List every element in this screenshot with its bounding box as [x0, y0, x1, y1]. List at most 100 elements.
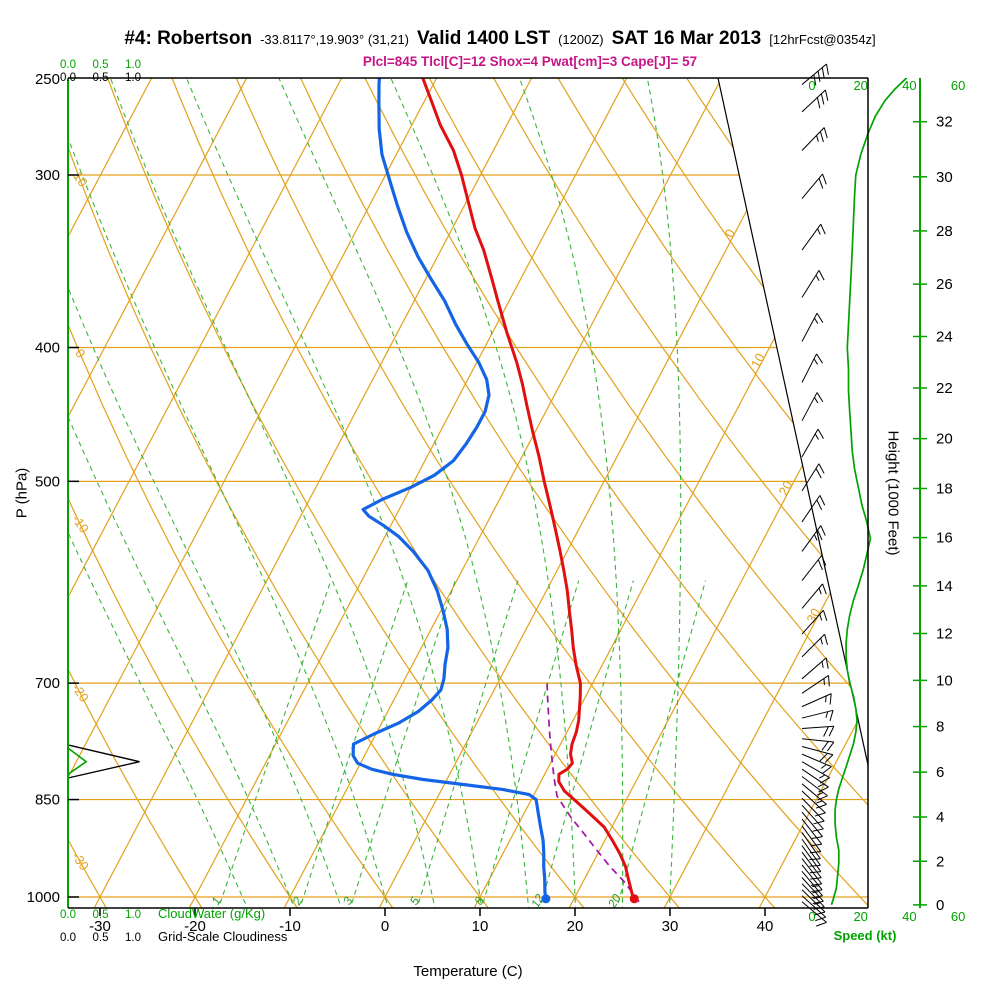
svg-text:0.5: 0.5: [93, 932, 109, 944]
svg-text:40: 40: [902, 78, 916, 93]
station-coords: -33.8117°,19.903° (31,21): [260, 32, 410, 47]
height-axis-title: Height (1000 Feet): [884, 430, 902, 556]
svg-text:-10: -10: [279, 918, 301, 935]
svg-text:250: 250: [35, 71, 60, 88]
svg-text:0.5: 0.5: [93, 59, 109, 71]
svg-text:0: 0: [381, 918, 389, 935]
surface-temperature-dot: [629, 894, 639, 904]
svg-text:20: 20: [604, 891, 623, 911]
pressure-axis-title: P (hPa): [13, 467, 31, 519]
svg-text:3: 3: [340, 894, 356, 907]
sounding-curves: [351, 78, 640, 904]
temperature-axis: -30 -20 -10 0 10 20 30 40: [89, 908, 773, 935]
svg-text:6: 6: [936, 764, 944, 781]
cloudiness-axis-title: Grid-Scale Cloudiness: [158, 929, 288, 944]
svg-text:60: 60: [951, 909, 965, 924]
pressure-axis: 250 300 400 500 700 850 1000: [27, 71, 79, 906]
mixing-ratio-lines: [216, 580, 707, 908]
svg-text:12: 12: [936, 625, 953, 642]
background-grid: [68, 78, 868, 908]
surface-dewpoint-dot: [541, 894, 551, 904]
svg-text:40: 40: [902, 909, 916, 924]
svg-text:-20: -20: [184, 918, 206, 935]
cloudwater-axis-title: CloudWater (g/Kg): [158, 906, 266, 921]
svg-text:30: 30: [662, 918, 679, 935]
wind-panel-boundary: [717, 77, 869, 766]
svg-text:14: 14: [936, 578, 953, 595]
svg-text:0.0: 0.0: [60, 59, 76, 71]
svg-text:1.0: 1.0: [125, 72, 141, 84]
cloudwater-profile: [67, 747, 88, 775]
speed-profile: [830, 78, 908, 905]
wind-barbs: [801, 63, 835, 927]
derived-parameters: Plcl=845 Tlcl[C]=12 Shox=4 Pwat[cm]=3 Ca…: [362, 54, 698, 69]
svg-text:5: 5: [407, 894, 423, 907]
svg-text:10: 10: [70, 169, 91, 189]
svg-text:1000: 1000: [27, 889, 60, 906]
svg-text:18: 18: [936, 480, 953, 497]
svg-text:10: 10: [472, 918, 489, 935]
svg-text:0.5: 0.5: [93, 909, 109, 921]
svg-text:22: 22: [936, 380, 953, 397]
parcel-curve: [546, 683, 640, 903]
svg-text:20: 20: [853, 78, 867, 93]
valid-time: Valid 1400 LST: [417, 28, 551, 49]
valid-zulu: (1200Z): [558, 32, 604, 47]
svg-text:30: 30: [803, 606, 823, 626]
svg-text:300: 300: [35, 167, 60, 184]
svg-text:1.0: 1.0: [125, 932, 141, 944]
svg-text:0: 0: [808, 909, 815, 924]
svg-text:1.0: 1.0: [125, 59, 141, 71]
svg-text:0.5: 0.5: [93, 72, 109, 84]
svg-text:16: 16: [936, 530, 953, 547]
svg-text:10: 10: [936, 672, 953, 689]
moist-adiabats: [68, 78, 682, 908]
svg-text:500: 500: [35, 473, 60, 490]
svg-text:24: 24: [936, 328, 953, 345]
svg-text:850: 850: [35, 792, 60, 809]
svg-text:60: 60: [951, 78, 965, 93]
speed-profile-curve: [830, 78, 908, 905]
svg-text:-30: -30: [69, 849, 92, 873]
svg-text:-30: -30: [89, 918, 111, 935]
valid-date: SAT 16 Mar 2013: [611, 28, 762, 49]
svg-text:0: 0: [808, 78, 815, 93]
svg-text:0.0: 0.0: [60, 932, 76, 944]
svg-text:30: 30: [936, 169, 953, 186]
svg-text:32: 32: [936, 114, 953, 131]
svg-text:1.0: 1.0: [125, 909, 141, 921]
cloud-scales: 0.00.00.00.00.50.50.50.51.01.01.01.0: [60, 59, 141, 944]
temperature-curve: [421, 78, 636, 903]
plot-frame: [67, 77, 869, 909]
svg-text:20: 20: [853, 909, 867, 924]
svg-text:0: 0: [936, 897, 944, 914]
svg-text:2: 2: [936, 853, 944, 870]
svg-text:40: 40: [757, 918, 774, 935]
speed-axis-title: Speed (kt): [833, 928, 897, 943]
svg-text:26: 26: [936, 276, 953, 293]
svg-text:0.0: 0.0: [60, 72, 76, 84]
svg-text:10: 10: [748, 351, 768, 371]
svg-text:400: 400: [35, 340, 60, 357]
svg-text:700: 700: [35, 675, 60, 692]
svg-text:-20: -20: [69, 681, 92, 705]
forecast-tag: [12hrFcst@0354z]: [769, 32, 876, 47]
svg-text:0.0: 0.0: [60, 909, 76, 921]
chart-title: #4: Robertson -33.8117°,19.903° (31,21) …: [0, 28, 1000, 50]
svg-text:20: 20: [936, 431, 953, 448]
svg-text:4: 4: [936, 809, 944, 826]
cloudiness-profile: [67, 744, 140, 779]
station-name: #4: Robertson: [124, 28, 253, 49]
svg-text:8: 8: [936, 719, 944, 736]
temperature-axis-title: Temperature (C): [413, 963, 523, 980]
svg-text:28: 28: [936, 223, 953, 240]
dewpoint-curve: [351, 78, 548, 902]
svg-text:-10: -10: [69, 512, 92, 536]
svg-text:0: 0: [722, 226, 739, 239]
svg-text:20: 20: [776, 478, 796, 498]
